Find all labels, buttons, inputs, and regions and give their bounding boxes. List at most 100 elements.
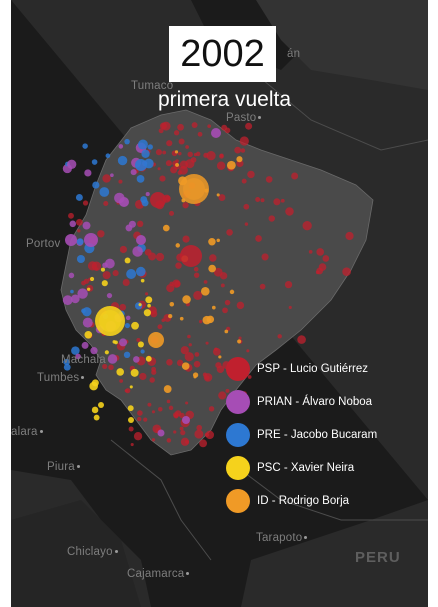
vote-bubble <box>119 245 128 254</box>
vote-bubble <box>124 138 130 145</box>
vote-bubble <box>236 301 245 310</box>
vote-bubble <box>104 350 109 355</box>
vote-bubble <box>119 197 129 207</box>
vote-bubble <box>162 150 167 155</box>
vote-bubble <box>166 140 173 147</box>
vote-bubble <box>185 145 189 149</box>
vote-bubble <box>168 405 174 411</box>
vote-bubble <box>145 355 152 362</box>
vote-bubble <box>182 235 190 243</box>
vote-bubble <box>203 373 213 382</box>
legend-item: ID - Rodrigo Borja <box>226 484 377 517</box>
vote-bubble <box>133 356 140 363</box>
vote-bubble <box>128 426 134 432</box>
vote-bubble <box>204 432 210 438</box>
vote-bubble <box>188 343 192 347</box>
place-label: alara <box>11 426 43 438</box>
vote-bubble <box>101 280 108 287</box>
vote-bubble <box>216 365 225 374</box>
vote-bubble <box>102 271 111 280</box>
vote-bubble <box>87 287 91 291</box>
vote-bubble <box>241 178 247 184</box>
vote-bubble <box>297 335 306 344</box>
vote-bubble <box>82 221 91 230</box>
vote-bubble <box>161 121 171 131</box>
vote-bubble <box>75 193 83 201</box>
vote-bubble <box>193 266 199 272</box>
vote-bubble <box>87 261 98 271</box>
vote-bubble <box>91 406 99 414</box>
vote-bubble <box>174 410 182 417</box>
vote-bubble <box>193 272 200 278</box>
vote-bubble <box>161 318 165 323</box>
vote-bubble <box>134 302 143 310</box>
legend-swatch <box>226 356 250 381</box>
vote-bubble <box>105 153 111 159</box>
vote-bubble <box>285 207 294 216</box>
vote-bubble <box>226 160 236 170</box>
vote-bubble <box>211 305 216 310</box>
vote-bubble <box>62 295 73 306</box>
vote-bubble <box>194 429 204 439</box>
place-label: Portov <box>26 238 61 250</box>
vote-bubble <box>165 195 171 201</box>
vote-bubble <box>159 175 166 182</box>
vote-bubble <box>136 266 146 277</box>
vote-bubble <box>176 359 184 367</box>
vote-bubble <box>63 358 70 366</box>
vote-bubble <box>99 187 110 197</box>
legend-swatch <box>226 422 250 447</box>
vote-bubble <box>259 283 266 290</box>
vote-bubble <box>141 149 150 158</box>
year-text: 2002 <box>180 33 265 75</box>
vote-bubble <box>187 334 191 339</box>
vote-bubble <box>202 315 212 325</box>
map[interactable]: Tumaco Pasto Portov Machala Tumbes alara… <box>11 0 428 607</box>
vote-bubble <box>118 144 124 149</box>
vote-bubble <box>75 218 83 226</box>
vote-bubble <box>245 122 253 130</box>
country-label: PERU <box>355 549 401 566</box>
vote-bubble <box>315 270 320 275</box>
vote-bubble <box>168 210 175 216</box>
vote-bubble <box>130 442 134 447</box>
vote-bubble <box>128 417 134 423</box>
vote-bubble <box>136 174 145 183</box>
vote-bubble <box>119 303 127 311</box>
vote-bubble <box>126 269 137 279</box>
vote-bubble <box>219 272 228 280</box>
vote-bubble <box>147 144 153 150</box>
vote-bubble <box>193 153 198 157</box>
vote-bubble <box>84 233 98 247</box>
vote-bubble <box>180 245 202 267</box>
vote-bubble <box>212 347 221 356</box>
year-badge: 2002 <box>169 26 276 82</box>
vote-bubble <box>184 352 194 362</box>
vote-bubble <box>190 157 197 163</box>
vote-bubble <box>265 176 273 183</box>
vote-bubble <box>119 379 124 383</box>
place-label: Piura <box>47 461 80 473</box>
vote-bubble <box>119 338 128 347</box>
vote-bubble <box>224 127 231 134</box>
vote-bubble <box>128 220 136 228</box>
vote-bubble <box>308 250 313 254</box>
vote-bubble <box>247 375 252 379</box>
vote-bubble <box>124 257 131 264</box>
vote-bubble <box>239 136 249 146</box>
legend-swatch <box>226 389 250 414</box>
vote-bubble <box>216 193 220 197</box>
vote-bubble <box>157 324 163 330</box>
vote-bubble <box>155 252 165 262</box>
place-label: Tumbes <box>37 372 85 384</box>
vote-bubble <box>185 401 189 405</box>
vote-bubble <box>255 197 261 202</box>
vote-bubble <box>192 372 199 378</box>
vote-bubble <box>99 310 121 332</box>
vote-bubble <box>236 156 243 163</box>
vote-bubble <box>169 301 175 307</box>
legend-item: PSP - Lucio Gutiérrez <box>226 352 377 385</box>
vote-bubble <box>206 151 216 161</box>
place-label: Machala <box>61 354 106 366</box>
legend: PSP - Lucio Gutiérrez PRIAN - Álvaro Nob… <box>226 352 377 517</box>
